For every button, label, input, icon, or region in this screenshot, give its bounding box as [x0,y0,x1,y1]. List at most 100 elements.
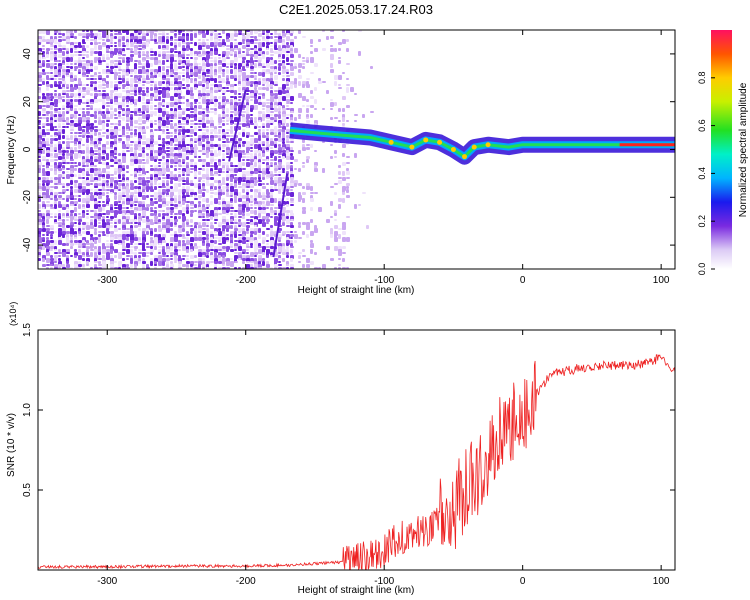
spectrogram-cell [82,231,86,234]
spectrogram-cell [194,105,197,109]
spectrogram-cell [262,72,265,77]
spectrogram-cell [198,120,202,122]
spectrogram-cell [154,246,157,250]
spectrogram-cell [102,177,105,179]
spectrogram-cell [274,69,277,72]
spectrogram-cell [282,96,286,101]
spectrogram-cell [334,150,337,154]
spectrogram-cell [206,45,210,49]
spectrogram-cell [98,177,101,181]
spectrogram-cell [282,90,286,94]
spectrogram-cell [122,60,125,63]
spectrogram-streak [228,89,247,162]
spectrogram-cell [282,48,286,53]
spectrogram-cell [338,234,341,239]
spectrogram-cell [182,219,185,222]
spectrogram-cell [238,168,242,172]
spectrogram-cell [254,36,257,39]
spectrogram-cell [62,69,66,72]
spectrogram-cell [46,54,49,58]
spectrogram-cell [130,162,134,166]
spectrogram-cell [210,33,213,36]
spectrogram-cell [78,240,82,243]
spectrogram-cell [174,165,177,167]
spectrogram-cell [198,63,201,65]
spectrogram-cell [226,261,230,266]
spectrogram-cell [170,75,174,77]
spectrogram-cell [74,243,78,245]
spectrogram-cell [46,198,50,200]
spectrogram-cell [150,258,153,262]
spectrogram-cell [286,54,289,56]
spectrogram-cell [282,36,285,38]
spectrogram-cell [154,192,158,195]
spectrogram-cell [210,174,214,176]
spectrogram-cell [214,240,217,244]
spectrogram-cell [306,258,310,263]
spectrogram-cell [58,264,62,267]
spectrogram-cell [98,60,102,63]
spectrogram-cell [194,177,197,179]
spectrogram-cell [82,51,86,53]
colorbar-tick-label: 0.4 [697,167,707,180]
spectrogram-cell [86,243,90,245]
spectrogram-cell [230,117,233,120]
spectrogram-cell [198,249,202,252]
spectrogram-cell [230,66,233,68]
spectrogram-cell [370,111,374,113]
spectrogram-cell [266,201,270,206]
spectrogram-cell [306,99,309,102]
spectrogram-cell [178,96,182,99]
spectrogram-cell [298,255,301,259]
spectrogram-cell [250,114,253,116]
spectrogram-cell [170,102,174,107]
spectrogram-cell [206,141,210,144]
spectrogram-cell [218,72,222,74]
spectrogram-cell [122,135,126,137]
spectrogram-cell [74,249,77,252]
spectrogram-cell [226,234,229,236]
spectrogram-cell [202,237,206,240]
spectrogram-cell [114,102,118,105]
spectrogram-cell [206,120,210,124]
spectrogram-cell [218,171,222,173]
spectrogram-cell [194,174,197,178]
spectrogram-cell [258,54,261,56]
spectrogram-cell [142,51,145,54]
spectrogram-cell [142,162,146,164]
spectrogram-cell [86,75,89,77]
spectrogram-cell [102,192,105,196]
spectrogram-cell [74,219,78,221]
spectrogram-cell [226,120,229,122]
spectrogram-cell [126,150,130,152]
spectrogram-cell [218,120,222,123]
spectrogram-cell [138,129,142,132]
spectrogram-cell [202,219,206,221]
spectrogram-cell [110,39,113,42]
spectrogram-cell [46,153,50,157]
spectrogram-cell [66,150,69,153]
spectrogram-cell [274,222,278,226]
spectrogram-cell [122,201,125,205]
spectrogram-cell [58,138,61,140]
spectrogram-cell [90,102,94,104]
spectrogram-cell [74,168,77,171]
spectrogram-cell [106,81,109,85]
spectrogram-cell [54,240,57,244]
spectrogram-cell [138,249,142,251]
spectrogram-cell [86,204,90,208]
spectrogram-cell [190,183,194,186]
spectrogram-cell [86,135,90,138]
spectrogram-cell [306,117,309,119]
spectrogram-cell [118,177,121,179]
spectrogram-cell [222,261,225,265]
spectrogram-cell [178,117,182,119]
spectrogram-cell [42,51,45,54]
spectrogram-cell [226,228,229,232]
spectrogram-cell [334,156,337,158]
spectrogram-cell [50,105,53,110]
spectrogram-cell [102,111,105,114]
spectrogram-cell [90,198,94,201]
spectrogram-cell [166,45,169,50]
spectrogram-cell [166,84,169,87]
